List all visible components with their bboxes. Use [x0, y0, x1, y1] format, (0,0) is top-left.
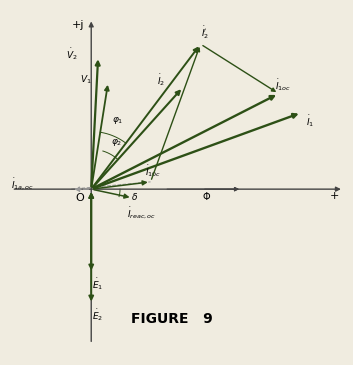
Text: $\dot{I}_2$: $\dot{I}_2$	[157, 73, 165, 88]
Text: $\dot{I}_{1oc}$: $\dot{I}_{1oc}$	[275, 77, 291, 92]
Text: $\dot{I}_{reac,oc}$: $\dot{I}_{reac,oc}$	[127, 206, 156, 221]
Text: $\dot{I}_1$: $\dot{I}_1$	[306, 114, 315, 129]
Text: $\dot{E}_2$: $\dot{E}_2$	[92, 308, 103, 323]
Text: $\dot{I}_{10c}$: $\dot{I}_{10c}$	[145, 163, 161, 178]
Text: $\Phi$: $\Phi$	[202, 190, 211, 202]
Text: +: +	[330, 191, 340, 201]
Text: +j: +j	[72, 20, 84, 30]
Text: $\dot{I}_{1a,oc}$: $\dot{I}_{1a,oc}$	[11, 177, 34, 192]
Text: $\dot{E}_1$: $\dot{E}_1$	[92, 277, 103, 292]
Text: $\dot{I}_2'$: $\dot{I}_2'$	[201, 25, 209, 41]
Text: $\delta$: $\delta$	[131, 191, 138, 201]
Text: $\dot{V}_2$: $\dot{V}_2$	[66, 46, 77, 62]
Text: O: O	[76, 193, 84, 203]
Text: $V_1$: $V_1$	[80, 73, 92, 86]
Text: $\varphi_2$: $\varphi_2$	[110, 137, 122, 148]
Text: FIGURE   9: FIGURE 9	[131, 312, 213, 326]
Text: $\varphi_1$: $\varphi_1$	[112, 115, 123, 126]
